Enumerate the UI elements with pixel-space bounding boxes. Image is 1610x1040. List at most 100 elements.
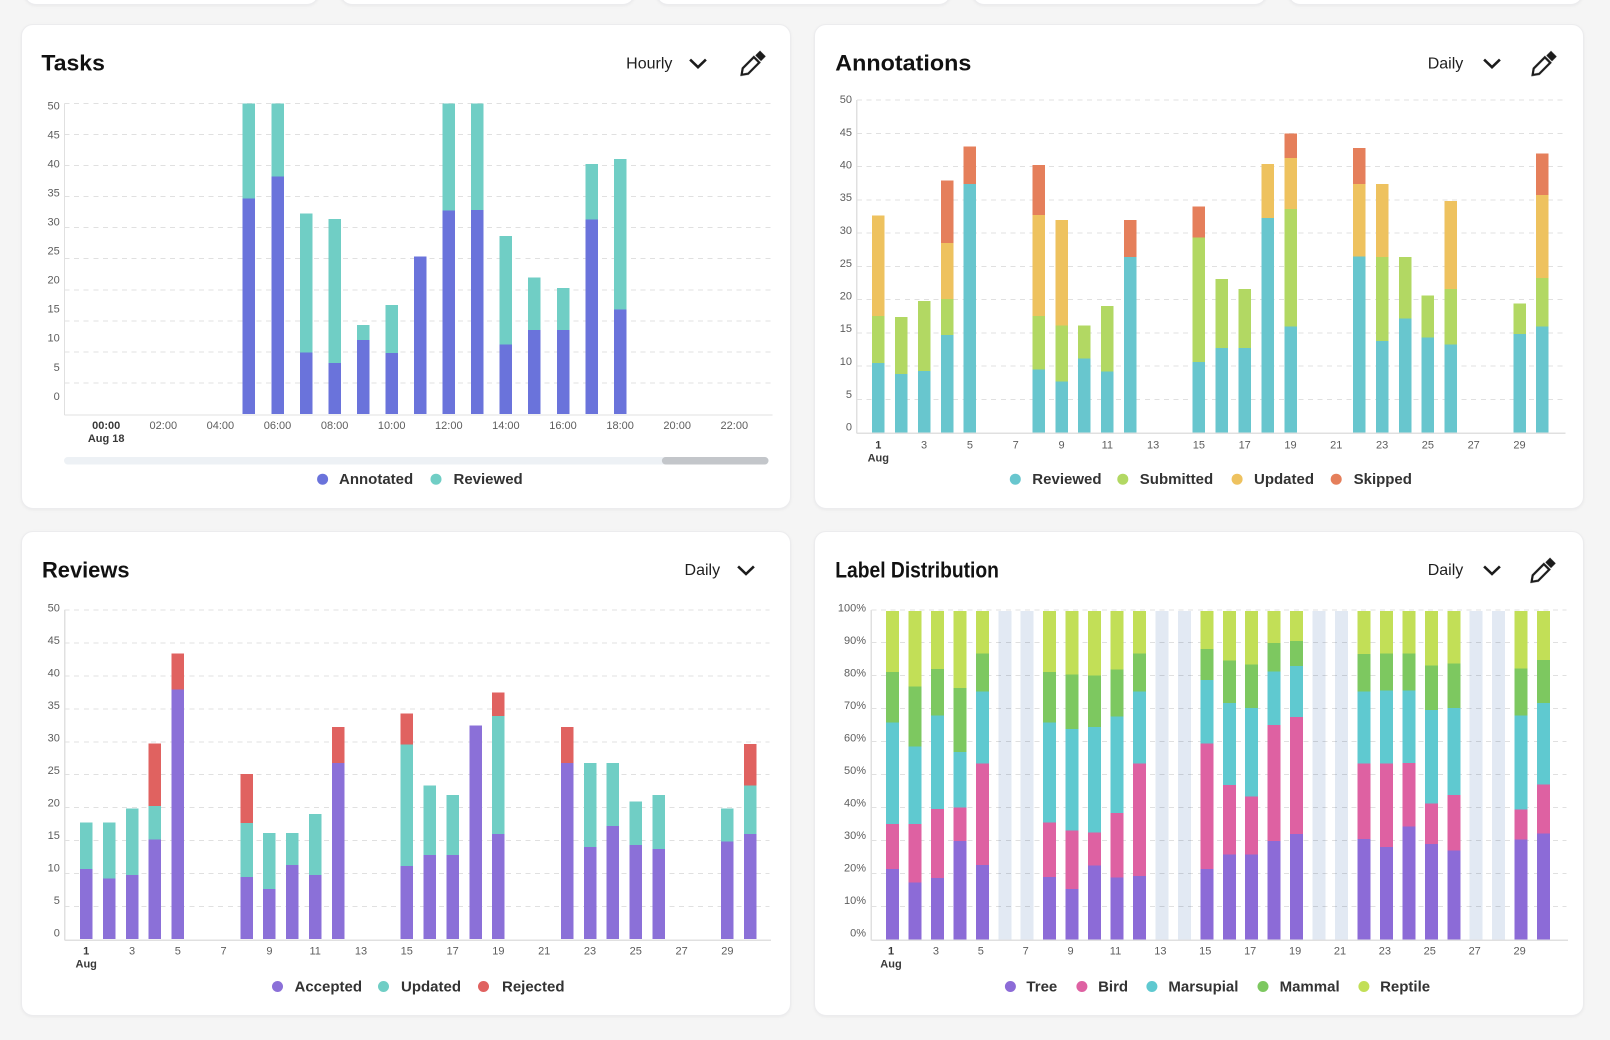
svg-text:21: 21 bbox=[1330, 440, 1342, 452]
svg-text:Reviewed: Reviewed bbox=[454, 471, 523, 488]
svg-text:45: 45 bbox=[48, 635, 60, 647]
svg-text:10: 10 bbox=[48, 333, 60, 345]
svg-text:Submitted: Submitted bbox=[1140, 471, 1213, 488]
svg-text:50: 50 bbox=[840, 94, 852, 106]
svg-text:25: 25 bbox=[840, 258, 852, 270]
svg-text:23: 23 bbox=[1379, 946, 1391, 958]
svg-text:25: 25 bbox=[630, 946, 642, 958]
svg-text:25: 25 bbox=[48, 765, 60, 777]
svg-text:60%: 60% bbox=[844, 733, 866, 745]
svg-text:100%: 100% bbox=[838, 603, 866, 615]
svg-text:7: 7 bbox=[1023, 946, 1029, 958]
svg-text:Rejected: Rejected bbox=[502, 979, 565, 996]
svg-text:9: 9 bbox=[1058, 440, 1064, 452]
svg-text:Skipped: Skipped bbox=[1354, 471, 1412, 488]
svg-text:25: 25 bbox=[1424, 946, 1436, 958]
svg-text:12:00: 12:00 bbox=[435, 420, 463, 432]
svg-text:Hourly: Hourly bbox=[626, 56, 672, 73]
svg-text:27: 27 bbox=[1469, 946, 1481, 958]
svg-text:40: 40 bbox=[48, 158, 60, 170]
svg-text:23: 23 bbox=[584, 946, 596, 958]
svg-text:27: 27 bbox=[675, 946, 687, 958]
svg-text:9: 9 bbox=[266, 946, 272, 958]
svg-text:Annotated: Annotated bbox=[339, 471, 413, 488]
svg-text:Daily: Daily bbox=[1428, 562, 1464, 579]
svg-text:90%: 90% bbox=[844, 635, 866, 647]
svg-text:3: 3 bbox=[933, 946, 939, 958]
svg-text:11: 11 bbox=[1110, 946, 1121, 958]
svg-text:29: 29 bbox=[721, 946, 733, 958]
svg-text:10: 10 bbox=[48, 863, 60, 875]
svg-text:13: 13 bbox=[355, 946, 367, 958]
svg-text:Aug: Aug bbox=[880, 959, 901, 971]
svg-text:35: 35 bbox=[48, 700, 60, 712]
svg-text:7: 7 bbox=[221, 946, 227, 958]
svg-text:80%: 80% bbox=[844, 668, 866, 680]
svg-text:40: 40 bbox=[840, 160, 852, 172]
svg-text:20:00: 20:00 bbox=[663, 420, 691, 432]
svg-text:19: 19 bbox=[1289, 946, 1301, 958]
svg-text:3: 3 bbox=[129, 946, 135, 958]
svg-text:18:00: 18:00 bbox=[606, 420, 634, 432]
svg-text:15: 15 bbox=[840, 323, 852, 335]
svg-text:Updated: Updated bbox=[401, 979, 461, 996]
svg-text:0: 0 bbox=[54, 391, 60, 403]
svg-text:25: 25 bbox=[1422, 440, 1434, 452]
svg-text:15: 15 bbox=[48, 830, 60, 842]
svg-text:0%: 0% bbox=[850, 928, 866, 940]
svg-text:9: 9 bbox=[1068, 946, 1074, 958]
svg-text:3: 3 bbox=[921, 440, 927, 452]
svg-text:17: 17 bbox=[1244, 946, 1256, 958]
svg-text:15: 15 bbox=[1199, 946, 1211, 958]
svg-text:5: 5 bbox=[978, 946, 984, 958]
svg-text:Aug 18: Aug 18 bbox=[88, 433, 125, 445]
svg-text:17: 17 bbox=[446, 946, 458, 958]
svg-text:21: 21 bbox=[1334, 946, 1346, 958]
svg-text:Reviews: Reviews bbox=[42, 557, 130, 582]
svg-text:Reviewed: Reviewed bbox=[1032, 471, 1101, 488]
svg-text:06:00: 06:00 bbox=[264, 420, 292, 432]
svg-text:70%: 70% bbox=[844, 700, 866, 712]
svg-text:1: 1 bbox=[83, 946, 89, 958]
svg-text:Annotations: Annotations bbox=[835, 50, 971, 75]
svg-text:30: 30 bbox=[48, 217, 60, 229]
svg-text:00:00: 00:00 bbox=[92, 420, 120, 432]
svg-text:40%: 40% bbox=[844, 798, 866, 810]
svg-text:13: 13 bbox=[1154, 946, 1166, 958]
svg-text:21: 21 bbox=[538, 946, 550, 958]
svg-text:22:00: 22:00 bbox=[721, 420, 749, 432]
svg-text:20: 20 bbox=[48, 275, 60, 287]
svg-text:Daily: Daily bbox=[685, 562, 721, 579]
svg-text:5: 5 bbox=[175, 946, 181, 958]
svg-text:13: 13 bbox=[1147, 440, 1159, 452]
svg-text:Tasks: Tasks bbox=[41, 50, 105, 75]
svg-text:1: 1 bbox=[888, 946, 894, 958]
svg-text:Label Distribution: Label Distribution bbox=[835, 557, 999, 582]
svg-text:45: 45 bbox=[48, 129, 60, 141]
svg-text:11: 11 bbox=[309, 946, 320, 958]
svg-text:15: 15 bbox=[1193, 440, 1205, 452]
svg-text:11: 11 bbox=[1102, 440, 1113, 452]
svg-text:17: 17 bbox=[1239, 440, 1251, 452]
svg-text:23: 23 bbox=[1376, 440, 1388, 452]
svg-text:50%: 50% bbox=[844, 765, 866, 777]
svg-text:20: 20 bbox=[840, 291, 852, 303]
svg-text:35: 35 bbox=[840, 192, 852, 204]
svg-text:25: 25 bbox=[48, 246, 60, 258]
svg-text:Mammal: Mammal bbox=[1280, 979, 1340, 996]
svg-text:16:00: 16:00 bbox=[549, 420, 577, 432]
svg-text:1: 1 bbox=[875, 440, 881, 452]
svg-text:0: 0 bbox=[846, 422, 852, 434]
svg-text:14:00: 14:00 bbox=[492, 420, 520, 432]
svg-text:0: 0 bbox=[54, 928, 60, 940]
svg-text:30: 30 bbox=[48, 733, 60, 745]
svg-text:30%: 30% bbox=[844, 830, 866, 842]
svg-text:19: 19 bbox=[492, 946, 504, 958]
svg-text:29: 29 bbox=[1513, 946, 1525, 958]
svg-text:29: 29 bbox=[1513, 440, 1525, 452]
svg-text:Aug: Aug bbox=[868, 453, 889, 465]
svg-text:15: 15 bbox=[48, 304, 60, 316]
svg-text:35: 35 bbox=[48, 187, 60, 199]
svg-text:7: 7 bbox=[1013, 440, 1019, 452]
svg-text:Tree: Tree bbox=[1026, 979, 1057, 996]
